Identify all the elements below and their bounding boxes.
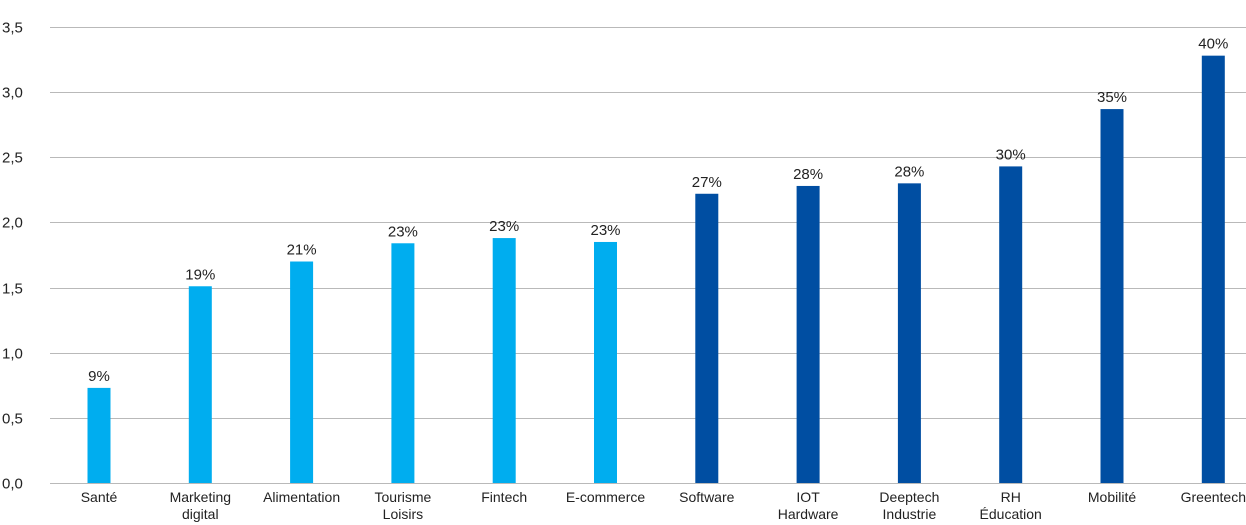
category-label: Alimentation (263, 489, 340, 505)
y-tick-label: 1,5 (2, 281, 23, 298)
category-label-line: Éducation (980, 506, 1042, 522)
category-label-line: Greentech (1181, 489, 1246, 505)
bar (1100, 109, 1124, 483)
category-label-line: E-commerce (566, 489, 646, 505)
category-label: E-commerce (566, 489, 646, 505)
y-tick-label: 2,5 (2, 150, 23, 167)
bar-data-label: 28% (793, 166, 823, 183)
gridlines (50, 27, 1246, 484)
bar (1201, 55, 1225, 484)
bar-data-label: 30% (996, 146, 1026, 163)
bar (391, 243, 415, 483)
category-label-line: digital (182, 506, 219, 522)
category-label: Deeptech Industrie (879, 489, 939, 522)
bar-data-label: 21% (287, 242, 317, 259)
category-label-line: Deeptech (879, 489, 939, 505)
category-label-line: RH (1001, 489, 1021, 505)
category-label: Santé (81, 489, 118, 505)
category-label-line: Alimentation (263, 489, 340, 505)
bar-data-label: 35% (1097, 89, 1127, 106)
category-label-line: IOT (796, 489, 820, 505)
category-label: Mobilité (1088, 489, 1136, 505)
bar (188, 286, 212, 483)
category-label: Fintech (481, 489, 527, 505)
bar (999, 166, 1023, 484)
category-label-line: Loisirs (383, 506, 423, 522)
y-tick-label: 3,5 (2, 20, 23, 37)
bar (290, 261, 314, 483)
category-label-line: Mobilité (1088, 489, 1136, 505)
y-tick-label: 2,0 (2, 215, 23, 232)
bar-data-label: 27% (692, 174, 722, 191)
bar (897, 183, 921, 484)
y-tick-label: 1,0 (2, 346, 23, 363)
y-axis-ticks: 0,0 0,5 1,0 1,5 2,0 2,5 3,0 3,5 (2, 20, 23, 493)
data-labels: 9% 19% 21% 23% 23% 23% 27% 28% 28% 30% 35% 40% (88, 36, 1228, 385)
category-label: Tourisme Loisirs (375, 489, 432, 522)
category-label-line: Marketing (170, 489, 231, 505)
category-label-line: Santé (81, 489, 118, 505)
bar-data-label: 9% (88, 368, 110, 385)
category-label-line: Tourisme (375, 489, 432, 505)
bar-data-label: 23% (388, 223, 418, 240)
category-label-line: Fintech (481, 489, 527, 505)
category-label-line: Software (679, 489, 734, 505)
x-axis-labels: Santé Marketing digital Alimentation Tourism… (81, 489, 1246, 522)
bar (695, 193, 719, 483)
category-label-line: Industrie (883, 506, 937, 522)
bar-data-label: 19% (185, 266, 215, 283)
bar-data-label: 23% (590, 222, 620, 239)
bar (492, 238, 516, 483)
category-label: IOT Hardware (778, 489, 839, 522)
bars (87, 55, 1225, 484)
y-tick-label: 0,0 (2, 476, 23, 493)
bar (594, 241, 617, 483)
bar-data-label: 28% (894, 163, 924, 180)
bar-data-label: 40% (1198, 36, 1228, 53)
category-label: RH Éducation (980, 489, 1042, 522)
category-label: Greentech (1181, 489, 1246, 505)
category-label-line: Hardware (778, 506, 839, 522)
bar (87, 387, 111, 483)
bar-data-label: 23% (489, 218, 519, 235)
category-label: Marketing digital (170, 489, 231, 522)
bar (796, 185, 820, 483)
y-tick-label: 3,0 (2, 85, 23, 102)
y-tick-label: 0,5 (2, 411, 23, 428)
category-label: Software (679, 489, 734, 505)
